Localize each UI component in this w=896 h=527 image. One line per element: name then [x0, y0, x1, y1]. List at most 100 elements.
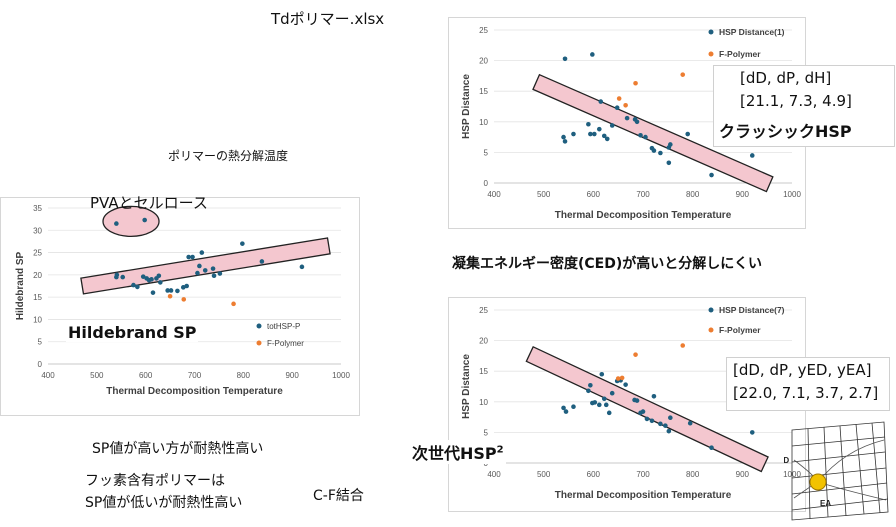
legend-marker [708, 307, 714, 313]
f-polymer-data-point [181, 297, 187, 302]
data-point [149, 277, 154, 282]
data-point [571, 404, 576, 409]
data-point [586, 388, 591, 394]
data-point [140, 274, 146, 279]
data-point [150, 290, 156, 295]
f-polymer-data-point [633, 352, 638, 357]
cf-bond-note: C-F結合 [313, 488, 364, 504]
data-point [186, 254, 191, 260]
data-point [666, 160, 672, 166]
data-point [609, 390, 615, 396]
y-tick-label: 0 [38, 360, 43, 369]
y-tick-label: 10 [479, 398, 488, 407]
data-point [217, 271, 223, 276]
fluoro-note-line1: フッ素含有ポリマーは [85, 473, 225, 489]
nextgen-param-values: [22.0, 7.1, 3.7, 2.7] [733, 384, 879, 402]
y-tick-label: 20 [33, 271, 42, 280]
x-tick-label: 500 [90, 371, 104, 380]
pva-cellulose-highlight [102, 205, 160, 238]
data-point [114, 272, 120, 278]
f-polymer-data-point [616, 96, 622, 101]
y-tick-label: 25 [479, 306, 488, 315]
data-point [599, 371, 605, 377]
legend-marker [708, 29, 714, 35]
data-point [638, 132, 643, 138]
fluoro-note-line2: SP値が低いが耐熱性高い [85, 495, 243, 511]
data-point [623, 382, 628, 387]
y-tick-label: 15 [479, 87, 488, 96]
nextgen-hsp-label: 次世代HSP2 [410, 440, 506, 464]
f-polymer-data-point [167, 293, 173, 299]
ed-ea-grid-illustration: ED EA [784, 421, 889, 521]
data-point [202, 268, 208, 273]
data-point [658, 421, 663, 427]
legend-marker [708, 51, 714, 57]
legend-label: totHSP-P [267, 322, 300, 331]
hildebrand-chart: 0 5 10 15 20 25 30 35 400 500 600 700 800 900 1000 Ther… [15, 204, 350, 397]
y-tick-label: 5 [38, 338, 43, 347]
data-point [668, 415, 673, 421]
trend-band [525, 345, 769, 473]
y-tick-label: 25 [479, 26, 488, 35]
y-axis-title: HSP Distance [461, 354, 472, 419]
data-point [199, 250, 205, 255]
data-point [131, 282, 136, 288]
data-point [658, 150, 663, 156]
data-point [606, 410, 612, 416]
data-point [596, 126, 602, 132]
classic-hsp-box: [dD, dP, dH] [21.1, 7.3, 4.9] クラッシックHSP [713, 65, 895, 147]
pva-cellulose-label: PVAとセルロース [90, 194, 208, 212]
x-tick-label: 400 [487, 190, 501, 199]
data-point [165, 288, 170, 293]
f-polymer-data-point [231, 301, 236, 307]
data-point [259, 259, 265, 264]
legend-label: HSP Distance(1) [719, 27, 785, 37]
f-polymer-data-point [619, 375, 625, 381]
legend-marker [708, 327, 714, 333]
data-point [210, 266, 216, 271]
data-point [651, 148, 657, 153]
data-point [749, 153, 755, 158]
data-point [709, 172, 714, 178]
f-polymer-data-point [623, 102, 628, 108]
legend-marker [256, 323, 262, 329]
data-point [640, 409, 646, 414]
data-point [614, 105, 620, 111]
x-tick-label: 400 [487, 470, 501, 479]
x-tick-label: 400 [41, 371, 55, 380]
ed-label: ED [784, 456, 789, 465]
legend-marker [256, 340, 262, 346]
data-point [668, 142, 673, 147]
data-point [604, 136, 610, 142]
data-point [649, 418, 655, 424]
data-point [588, 382, 593, 388]
data-point [561, 405, 566, 411]
x-tick-label: 700 [636, 470, 650, 479]
data-point [586, 121, 591, 127]
x-tick-label: 1000 [332, 371, 350, 380]
data-point [197, 263, 202, 269]
classic-hsp-label: クラッシックHSP [719, 122, 852, 141]
y-tick-label: 5 [484, 148, 489, 157]
data-point [663, 423, 668, 428]
nextgen-param-names: [dD, dP, yED, yEA] [733, 361, 872, 379]
y-axis-title: Hildebrand SP [15, 252, 26, 321]
data-point [651, 393, 657, 399]
x-tick-label: 900 [285, 371, 299, 380]
f-polymer-data-point [680, 72, 686, 77]
data-point [240, 241, 245, 246]
x-tick-label: 800 [686, 190, 700, 199]
data-point [120, 274, 126, 280]
data-point [135, 284, 140, 290]
data-point [601, 396, 607, 402]
data-point [603, 402, 609, 408]
x-tick-label: 600 [139, 371, 153, 380]
data-point [563, 409, 569, 414]
data-point [609, 123, 615, 128]
y-tick-label: 15 [33, 293, 42, 302]
data-point [175, 288, 180, 294]
y-tick-label: 15 [479, 367, 488, 376]
ea-label: EA [820, 499, 831, 508]
hildebrand-chart-panel: 0 5 10 15 20 25 30 35 400 500 600 700 800 900 1000 Ther… [0, 197, 360, 416]
data-point [190, 254, 195, 260]
